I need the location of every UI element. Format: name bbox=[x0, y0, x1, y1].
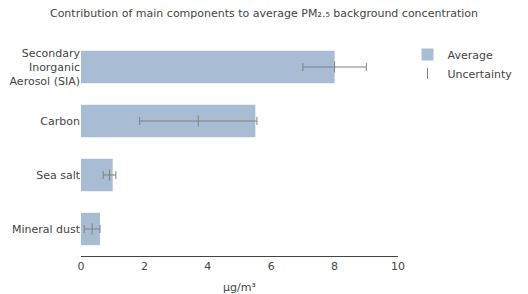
svg-text:Uncertainty: Uncertainty bbox=[448, 68, 513, 81]
svg-text:Mineral dust: Mineral dust bbox=[12, 223, 81, 236]
svg-text:Carbon: Carbon bbox=[40, 115, 80, 128]
svg-text:6: 6 bbox=[268, 260, 275, 273]
svg-text:μg/m³: μg/m³ bbox=[223, 281, 256, 294]
svg-text:4: 4 bbox=[204, 260, 211, 273]
svg-text:Average: Average bbox=[448, 49, 493, 62]
svg-text:0: 0 bbox=[78, 260, 85, 273]
svg-text:8: 8 bbox=[331, 260, 338, 273]
svg-text:2: 2 bbox=[141, 260, 148, 273]
svg-text:SecondaryInorganicAerosol (SIA: SecondaryInorganicAerosol (SIA) bbox=[10, 47, 81, 89]
svg-text:Sea salt: Sea salt bbox=[36, 169, 81, 182]
svg-text:10: 10 bbox=[391, 260, 405, 273]
svg-text:Contribution of main component: Contribution of main components to avera… bbox=[50, 7, 478, 20]
